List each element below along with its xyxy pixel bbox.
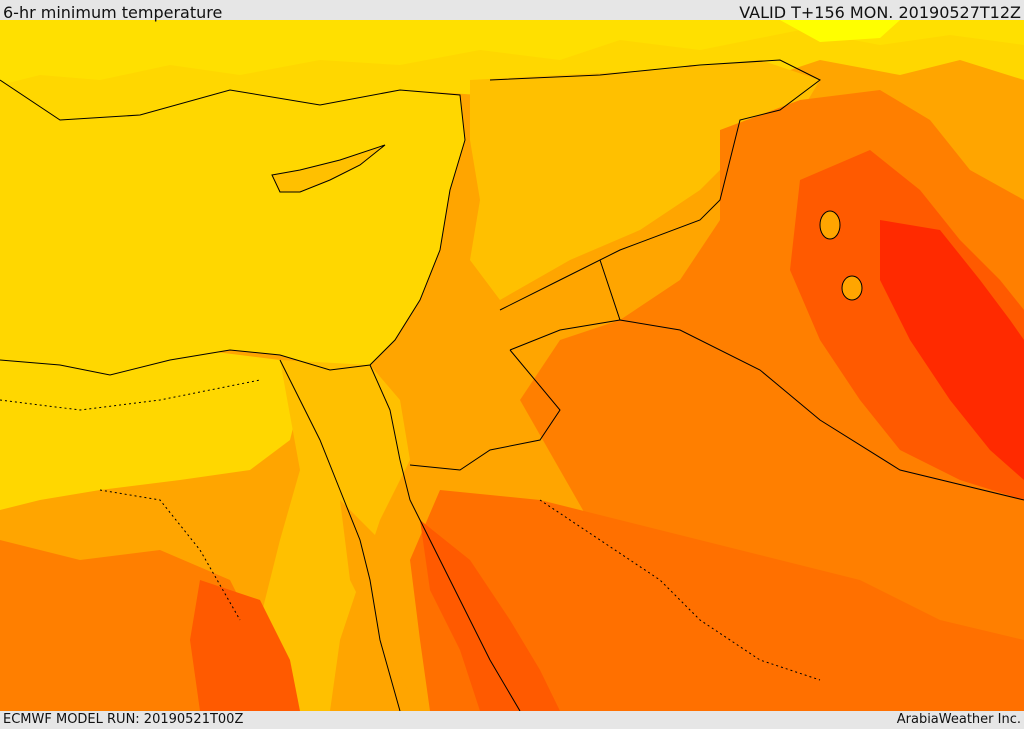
border-jordan xyxy=(409,319,621,471)
region-iraq-hot xyxy=(880,220,1024,480)
region-yellow-patch xyxy=(780,20,900,42)
header-bar xyxy=(0,0,1024,20)
border-syria xyxy=(489,59,821,311)
footer-bar xyxy=(0,711,1024,729)
island-cyprus xyxy=(271,144,386,193)
region-egypt-hot xyxy=(190,580,300,711)
map-title: 6-hr minimum temperature xyxy=(3,3,223,22)
model-run: ECMWF MODEL RUN: 20190521T00Z xyxy=(3,712,244,727)
coastline-red-sea-east xyxy=(399,459,521,711)
region-mediterranean xyxy=(0,80,465,375)
lake-tharthar xyxy=(819,210,841,240)
border-dotted-egypt xyxy=(0,379,261,621)
region-sinai xyxy=(250,360,410,711)
lake-razazza xyxy=(841,275,863,301)
valid-time: VALID T+156 MON. 20190527T12Z xyxy=(739,3,1021,22)
coastline-red-sea-west xyxy=(279,359,401,711)
coastline-mediterranean xyxy=(0,79,466,376)
border-dotted-saudi xyxy=(539,499,821,681)
border-egypt-israel xyxy=(369,364,401,461)
region-egypt-north xyxy=(0,350,300,510)
temperature-map xyxy=(0,20,1024,711)
region-syria xyxy=(470,60,820,300)
region-hejaz xyxy=(420,520,560,711)
region-saudi xyxy=(410,490,1024,711)
credit: ArabiaWeather Inc. xyxy=(896,712,1021,727)
region-north-upper xyxy=(0,20,1024,85)
